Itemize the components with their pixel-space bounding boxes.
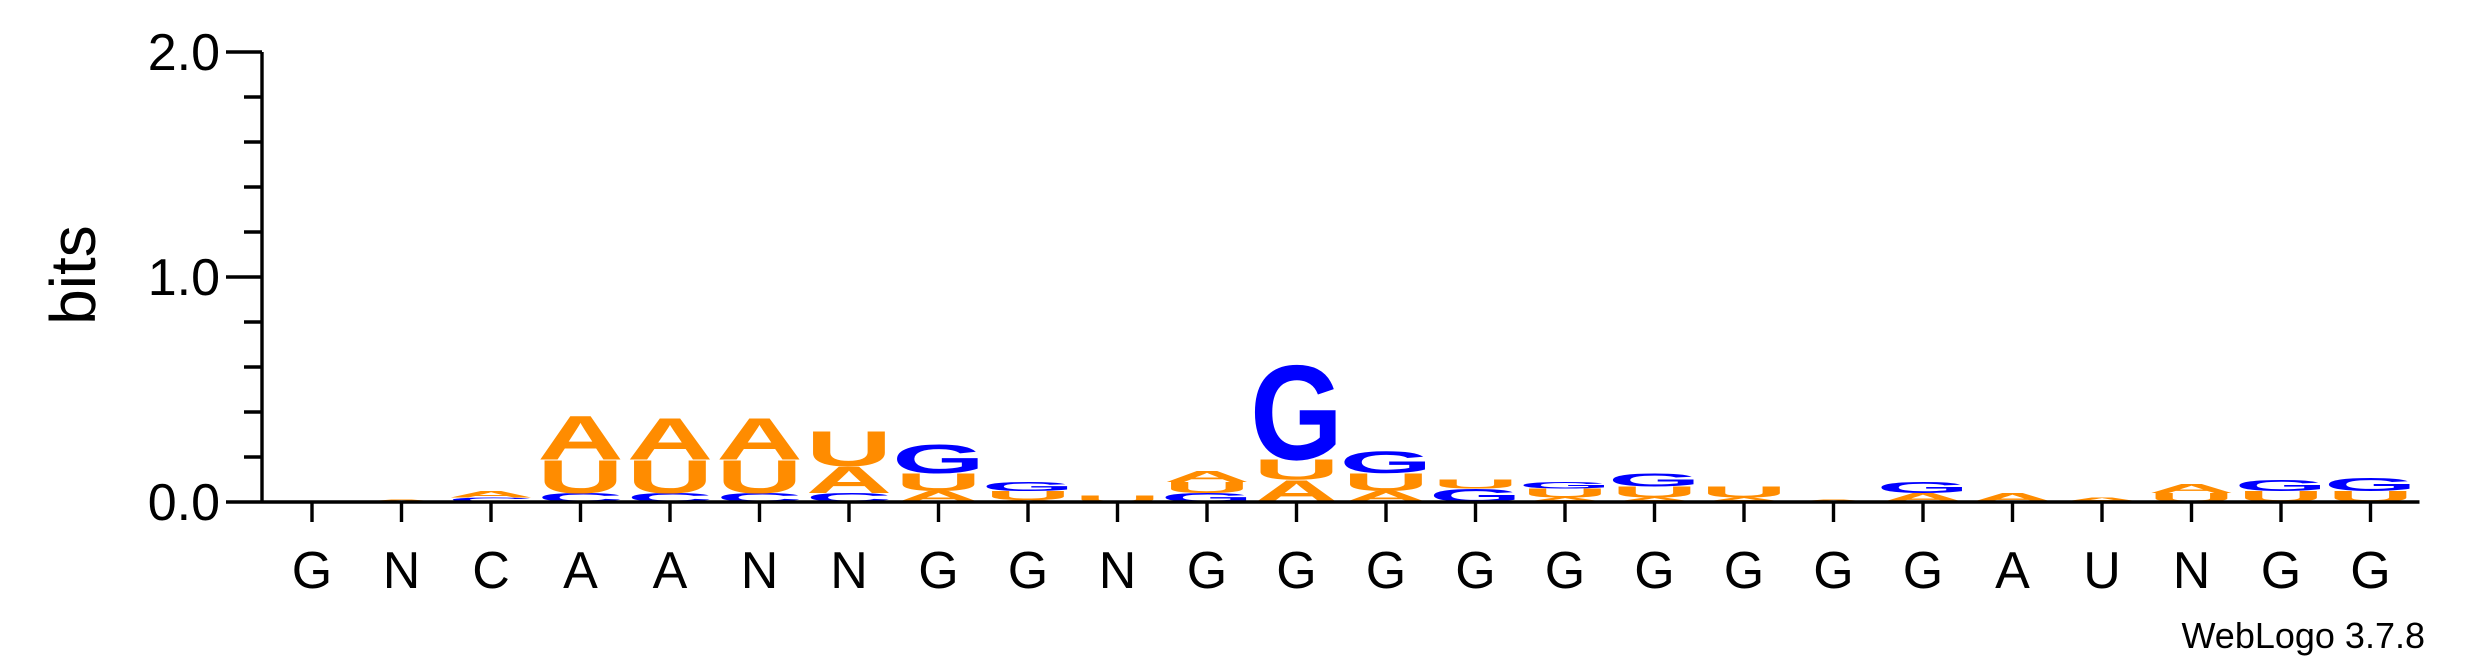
x-tick-label: G — [1903, 542, 1943, 600]
logo-letter-u: U — [895, 468, 981, 496]
logo-letter-u: U — [1074, 493, 1160, 504]
logo-letter-u: U — [1343, 468, 1429, 496]
logo-letter-g: G — [1250, 338, 1343, 488]
logo-letter-u: U — [1253, 454, 1339, 486]
y-tick-label: 1.0 — [148, 249, 220, 307]
x-tick-label: N — [830, 542, 868, 600]
logo-letter-a: A — [806, 459, 892, 501]
logo-letter-u: U — [537, 451, 623, 503]
x-tick-label: G — [1545, 542, 1585, 600]
x-tick-label: G — [292, 542, 332, 600]
logo-letter-a: A — [716, 406, 802, 472]
logo-letter-a: A — [627, 406, 713, 472]
logo-letter-u: U — [1164, 479, 1250, 497]
logo-letter-a: A — [448, 489, 534, 500]
x-tick-label: G — [1455, 542, 1495, 600]
logo-letter-a: A — [2059, 496, 2145, 503]
x-tick-label: G — [1366, 542, 1406, 600]
x-tick-label: N — [2173, 542, 2211, 600]
x-tick-label: G — [1813, 542, 1853, 600]
x-tick-label: G — [1276, 542, 1316, 600]
logo-letter-g: G — [1340, 444, 1433, 479]
x-tick-label: C — [472, 542, 510, 600]
x-tick-label: N — [741, 542, 779, 600]
logo-letter-u: U — [806, 421, 892, 477]
x-tick-label: U — [2083, 542, 2121, 600]
logo-letter-g: G — [1877, 479, 1970, 497]
x-tick-label: G — [2261, 542, 2301, 600]
x-tick-label: N — [383, 542, 421, 600]
x-tick-label: G — [1008, 542, 1048, 600]
x-tick-label: G — [2350, 542, 2390, 600]
x-tick-label: G — [1634, 542, 1674, 600]
logo-letter-a: A — [1522, 496, 1608, 503]
y-tick-label: 0.0 — [148, 474, 220, 532]
logo-letter-u: U — [1611, 483, 1697, 501]
x-tick-label: A — [563, 542, 598, 600]
logo-letter-g: G — [982, 479, 1075, 493]
logo-letter-u: U — [1522, 486, 1608, 500]
weblogo-credit: WebLogo 3.7.8 — [2181, 615, 2425, 656]
x-tick-label: G — [918, 542, 958, 600]
logo-letter-u: U — [1701, 483, 1787, 501]
logo-letter-g: G — [2235, 477, 2328, 495]
y-tick-label: 2.0 — [148, 24, 220, 82]
logo-letter-g: G — [1608, 469, 1701, 490]
x-tick-label: N — [1099, 542, 1137, 600]
logo-letter-u: U — [716, 451, 802, 503]
x-tick-label: A — [1995, 542, 2030, 600]
x-tick-label: A — [653, 542, 688, 600]
y-axis: 0.0 1.0 2.0 — [148, 24, 264, 532]
logo-letter-a: A — [1611, 496, 1697, 503]
x-tick-label: G — [1724, 542, 1764, 600]
y-axis-label: bits — [37, 225, 109, 325]
logo-letter-a: A — [1701, 496, 1787, 503]
logo-letter-u: U — [1432, 477, 1518, 491]
logo-letter-a: A — [1164, 468, 1250, 486]
logo-letter-g: G — [2324, 474, 2417, 495]
x-tick-label: G — [1187, 542, 1227, 600]
logo-letter-u: U — [627, 451, 713, 503]
logo-letter-a: A — [537, 403, 623, 473]
logo-letter-u: U — [985, 488, 1071, 502]
logo-letter-g: G — [1519, 480, 1612, 491]
logo-letter-c: C — [448, 496, 534, 503]
logo-letter-g: G — [892, 436, 985, 482]
logo-letter-a: A — [2148, 482, 2234, 496]
